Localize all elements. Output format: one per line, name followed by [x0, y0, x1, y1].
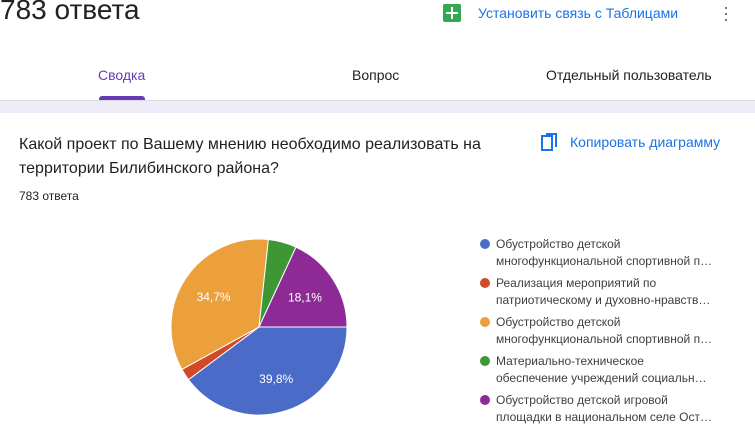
chart-legend: Обустройство детской многофункциональной …: [480, 236, 716, 431]
legend-item: Обустройство детской игровой площадки в н…: [480, 392, 716, 426]
legend-label: Реализация мероприятий по: [496, 276, 657, 290]
slice-label: 18,1%: [288, 291, 322, 305]
pie-slice: [187, 326, 348, 416]
legend-label: патриотическому и духовно-нравств…: [496, 293, 711, 307]
copy-chart-label: Копировать диаграмму: [570, 134, 721, 150]
legend-item: Реализация мероприятий по патриотическому…: [480, 275, 716, 309]
legend-label: многофункциональной спортивной п…: [496, 332, 713, 346]
pie-chart: 39,8% 34,7% 18,1%: [170, 238, 348, 416]
legend-item: Обустройство детской многофункциональной …: [480, 314, 716, 348]
link-to-sheets-button[interactable]: Установить связь с Таблицами: [443, 4, 678, 22]
question-response-count: 783 ответа: [19, 189, 79, 203]
tab-question[interactable]: Вопрос: [352, 67, 400, 83]
legend-label: Обустройство детской: [496, 315, 621, 329]
legend-item: Обустройство детской многофункциональной …: [480, 236, 716, 270]
active-tab-indicator: [99, 96, 145, 100]
question-title: Какой проект по Вашему мнению необходимо…: [19, 136, 481, 177]
legend-swatch: [480, 395, 490, 405]
slice-label: 39,8%: [259, 372, 293, 386]
slice-label: 34,7%: [197, 290, 231, 304]
more-vert-icon[interactable]: · · ·: [723, 0, 729, 29]
legend-label: многофункциональной спортивной п…: [496, 254, 713, 268]
legend-label: обеспечение учреждений социальн…: [496, 371, 707, 385]
legend-swatch: [480, 278, 490, 288]
response-count: 783 ответа: [0, 0, 140, 25]
legend-swatch: [480, 356, 490, 366]
legend-label: площадки в национальном селе Ост…: [496, 410, 712, 424]
pie-slice: [170, 238, 269, 371]
tab-summary[interactable]: Сводка: [98, 67, 146, 83]
section-divider: [0, 100, 755, 113]
copy-icon: [541, 133, 557, 151]
pie-slice: [258, 246, 348, 328]
copy-chart-button[interactable]: Копировать диаграмму: [541, 133, 720, 151]
legend-swatch: [480, 317, 490, 327]
legend-swatch: [480, 239, 490, 249]
tab-individual[interactable]: Отдельный пользователь: [546, 67, 712, 83]
legend-item: Материально-техническое обеспечение учреж…: [480, 353, 716, 387]
legend-label: Обустройство детской игровой: [496, 393, 668, 407]
sheets-icon: [443, 4, 461, 22]
link-to-sheets-label: Установить связь с Таблицами: [478, 5, 679, 21]
legend-label: Обустройство детской: [496, 237, 621, 251]
legend-label: Материально-техническое: [496, 354, 644, 368]
